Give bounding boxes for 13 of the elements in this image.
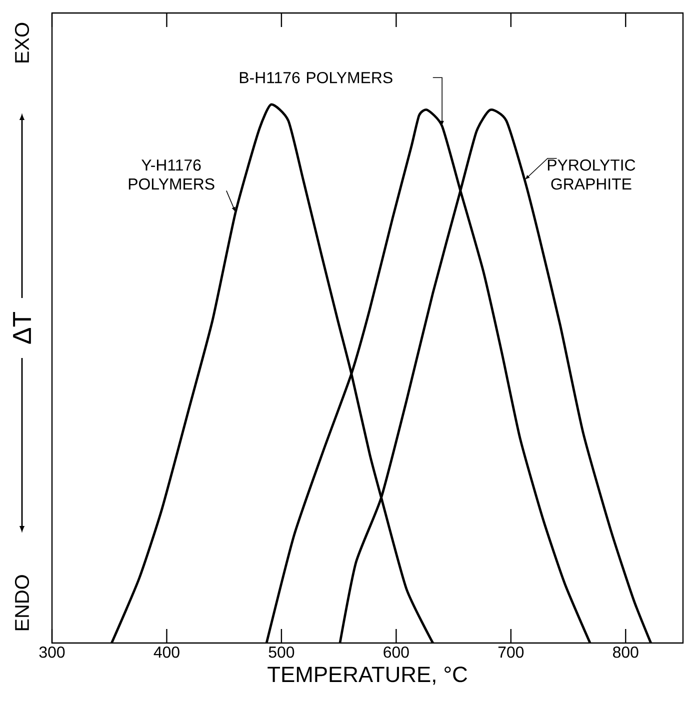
- x-tick-label: 800: [613, 646, 638, 658]
- series-label: Y-H1176 POLYMERS: [128, 159, 214, 190]
- text: ENDO: [14, 575, 30, 630]
- x-tick-label: 300: [39, 646, 65, 658]
- text: B-H1176 POLYMERS: [240, 72, 392, 84]
- x-tick-label: 500: [268, 646, 294, 658]
- x-tick-label: 700: [498, 646, 524, 658]
- text: EXO: [14, 22, 30, 62]
- y-axis-title: ΔT: [13, 312, 31, 344]
- legend-label: PYROLYTIC GRAPHITE: [548, 159, 636, 190]
- x-axis-title: TEMPERATURE, °C: [268, 666, 468, 685]
- x-tick-label: 400: [154, 646, 180, 658]
- x-tick-label: 600: [384, 646, 409, 658]
